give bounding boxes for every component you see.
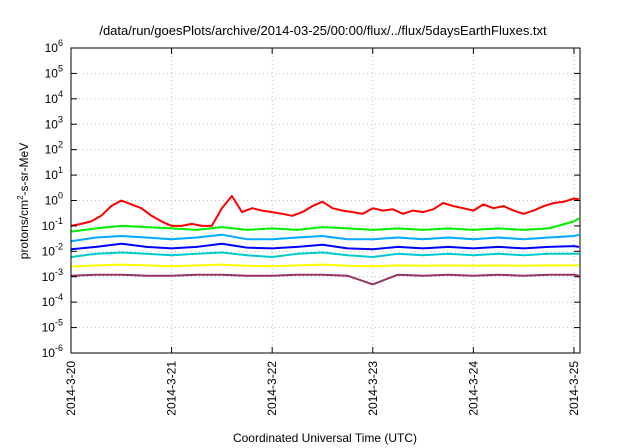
x-tick-label: 2014-3-23	[366, 361, 380, 416]
x-tick-label: 2014-3-20	[64, 361, 78, 416]
series-line	[70, 233, 580, 243]
y-tick-label: 10-4	[42, 292, 63, 309]
series-line	[70, 217, 580, 233]
y-tick-label: 10-1	[42, 216, 63, 233]
y-axis-ticks: 10-6 10-5 10-4 10-3 10-2 10-1 100 101 102 103 104 1…	[42, 38, 580, 360]
x-tick-label: 2014-3-22	[265, 361, 279, 416]
series-group	[70, 195, 580, 286]
y-tick-label: 10-5	[42, 318, 63, 335]
y-axis-label-suffix: -s-sr-MeV	[17, 143, 31, 196]
series-line	[70, 242, 580, 251]
y-axis-label: protons/cm2-s-sr-MeV	[16, 143, 31, 259]
y-tick-label: 102	[45, 140, 63, 157]
x-tick-label: 2014-3-25	[567, 361, 581, 416]
chart-title: /data/run/goesPlots/archive/2014-03-25/0…	[99, 23, 547, 38]
y-tick-label: 10-2	[42, 241, 63, 258]
x-tick-label: 2014-3-21	[165, 361, 179, 416]
y-axis-label-sup: 2	[16, 195, 25, 200]
grid	[71, 48, 580, 353]
y-tick-label: 100	[45, 191, 63, 208]
y-axis-label-prefix: protons/cm	[17, 200, 31, 259]
y-tick-label: 106	[45, 38, 63, 55]
x-axis-label: Coordinated Universal Time (UTC)	[233, 431, 417, 445]
y-tick-label: 104	[45, 89, 63, 106]
series-line	[70, 263, 579, 268]
series-line	[70, 273, 580, 286]
x-axis-ticks: 2014-3-20 2014-3-21 2014-3-22 2014-3-23 2014…	[64, 48, 581, 416]
series-line	[70, 251, 579, 258]
y-tick-label: 105	[45, 63, 63, 80]
y-tick-label: 10-6	[42, 343, 63, 360]
series-line	[70, 195, 580, 227]
x-tick-label: 2014-3-24	[466, 361, 480, 416]
y-tick-label: 103	[45, 114, 63, 131]
y-tick-label: 101	[45, 165, 63, 182]
y-tick-label: 10-3	[42, 267, 63, 284]
